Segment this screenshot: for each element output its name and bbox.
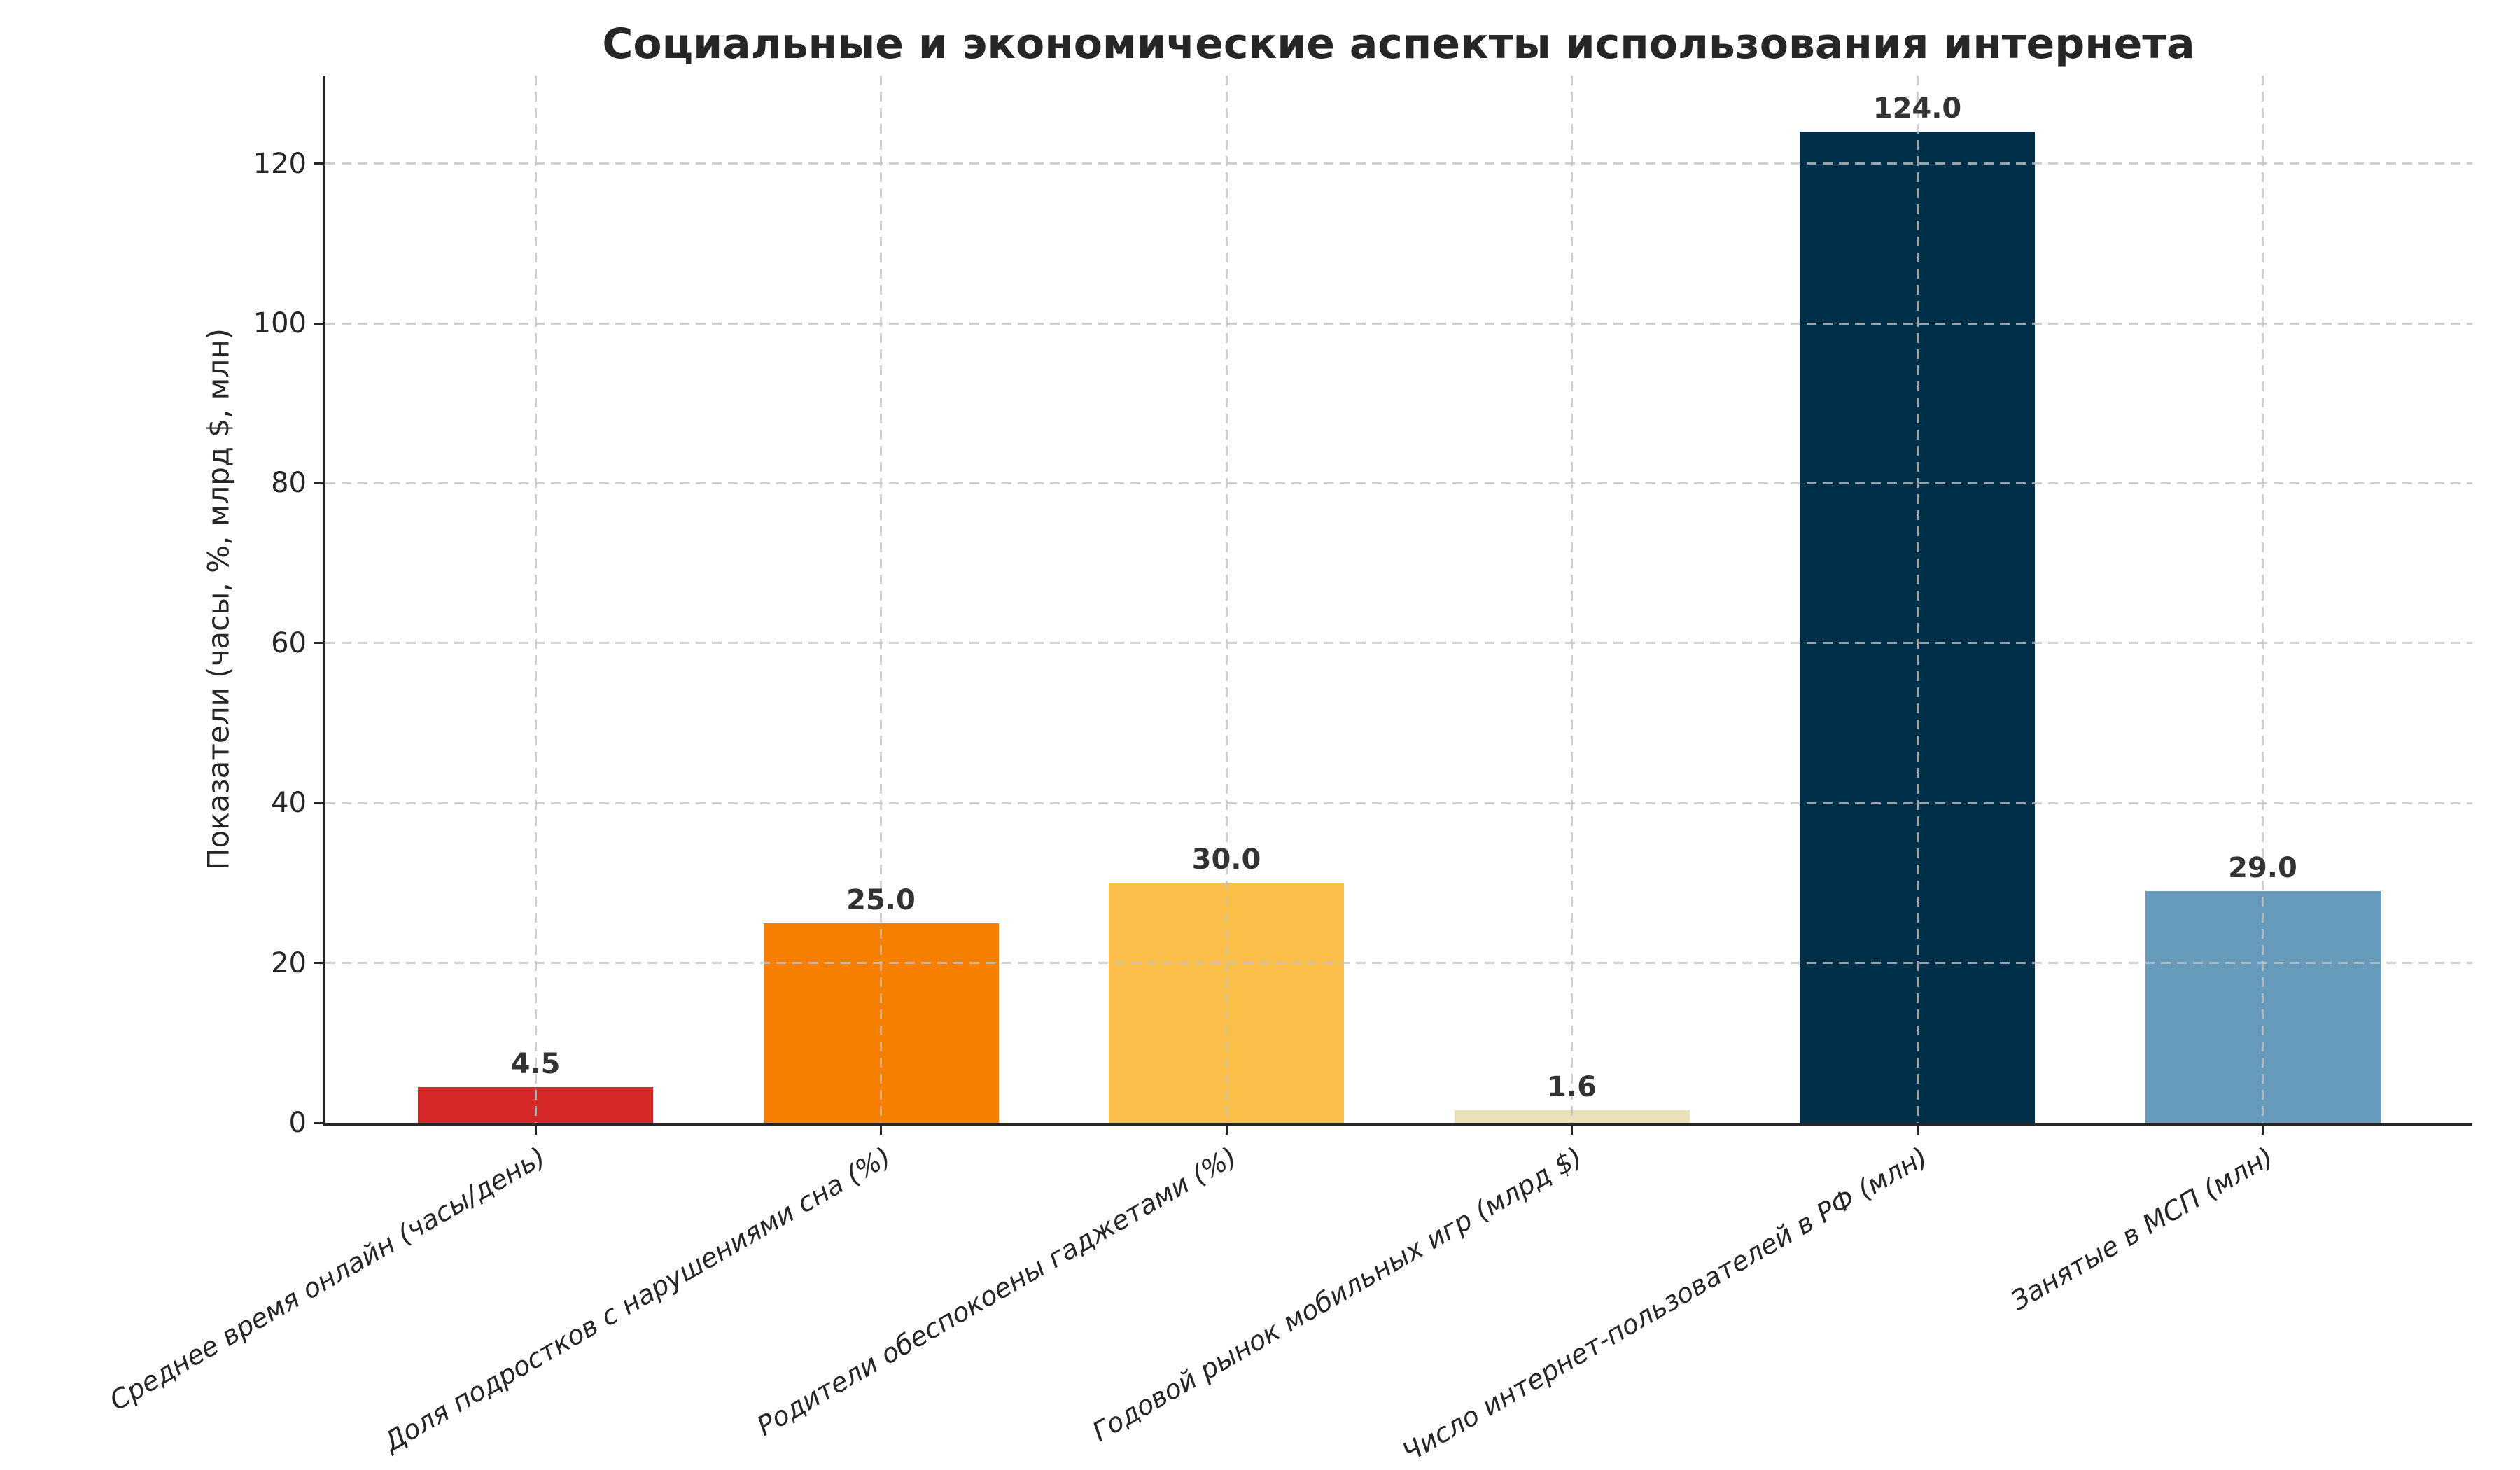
y-tick-mark	[314, 962, 326, 965]
bottom-spine	[323, 1123, 2472, 1126]
x-gridline	[1571, 76, 1573, 1123]
y-tick-mark	[314, 1121, 326, 1124]
y-tick-label: 100	[253, 307, 307, 340]
x-tick-mark	[1571, 1123, 1573, 1135]
x-tick-mark	[534, 1123, 537, 1135]
x-tick-mark	[1916, 1123, 1919, 1135]
x-gridline	[1225, 76, 1228, 1123]
bar-value-label: 4.5	[510, 1047, 561, 1080]
y-tick-label: 0	[288, 1107, 307, 1139]
x-tick-mark	[880, 1123, 882, 1135]
y-tick-label: 40	[271, 787, 307, 820]
y-gridline	[326, 802, 2472, 804]
bar-value-label: 30.0	[1191, 844, 1261, 876]
left-spine	[323, 76, 326, 1126]
y-tick-label: 60	[271, 626, 307, 659]
bar-value-label: 29.0	[2228, 851, 2297, 884]
bar-value-label: 124.0	[1872, 92, 1962, 125]
x-tick-mark	[1225, 1123, 1228, 1135]
y-gridline	[326, 162, 2472, 165]
x-tick-label: Занятые в МСП (млн)	[2005, 1141, 2278, 1317]
y-tick-mark	[314, 642, 326, 645]
chart-title: Социальные и экономические аспекты испол…	[602, 20, 2195, 69]
bar-value-label: 25.0	[846, 883, 916, 916]
y-gridline	[326, 482, 2472, 484]
x-gridline	[534, 76, 537, 1123]
x-tick-mark	[2262, 1123, 2264, 1135]
y-tick-label: 120	[253, 147, 307, 180]
y-gridline	[326, 962, 2472, 965]
y-gridline	[326, 642, 2472, 645]
y-tick-label: 80	[271, 467, 307, 500]
y-gridline	[326, 322, 2472, 325]
y-tick-label: 20	[271, 946, 307, 979]
bar-value-label: 1.6	[1547, 1070, 1597, 1103]
y-tick-mark	[314, 482, 326, 484]
x-gridline	[1916, 76, 1919, 1123]
y-tick-mark	[314, 802, 326, 804]
y-tick-mark	[314, 162, 326, 165]
y-tick-mark	[314, 322, 326, 325]
x-gridline	[880, 76, 882, 1123]
x-gridline	[2262, 76, 2264, 1123]
x-tick-label: Число интернет-пользователей в РФ (млн)	[1396, 1141, 1933, 1469]
